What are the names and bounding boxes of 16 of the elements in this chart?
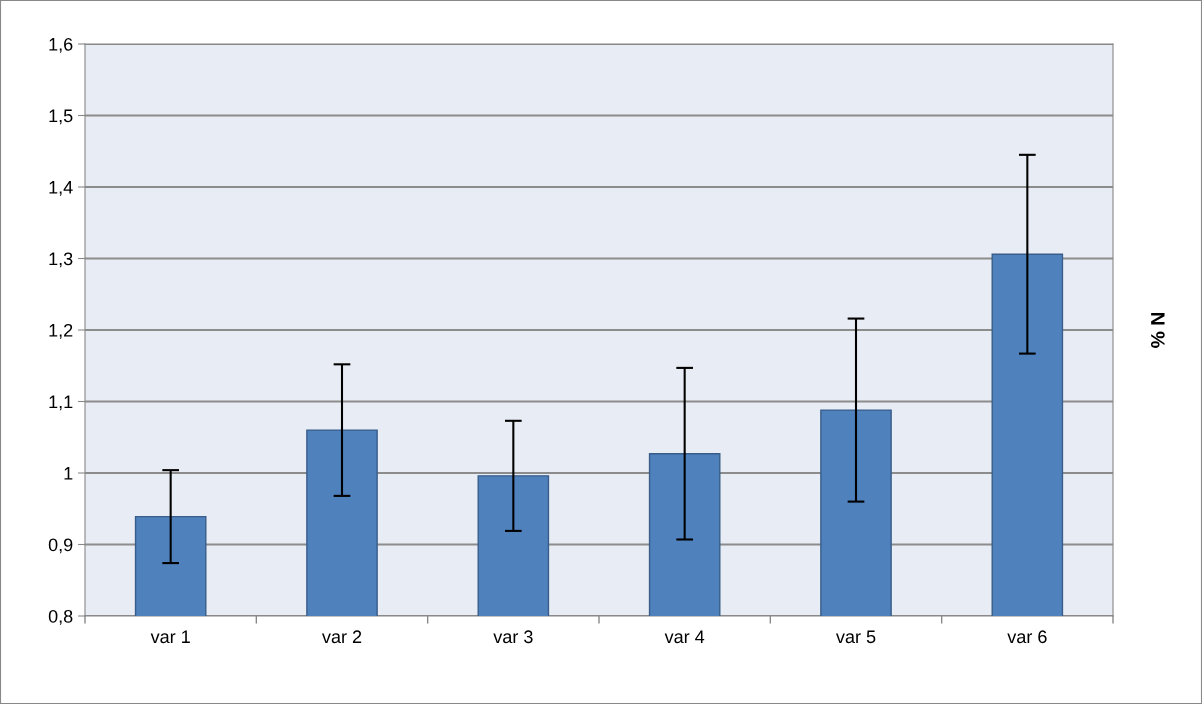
y-tick-label: 1,1 bbox=[49, 395, 73, 411]
x-tick-label: var 3 bbox=[493, 630, 533, 644]
y-tick-label: 1,5 bbox=[49, 109, 73, 125]
y-tick-label: 1,4 bbox=[49, 181, 73, 196]
x-tick-label: var 1 bbox=[150, 630, 190, 644]
x-tick-label: var 2 bbox=[321, 630, 362, 644]
y-tick-label: 1,2 bbox=[49, 323, 73, 339]
y-tick-label: 1 bbox=[64, 467, 73, 480]
y-tick-label: 0,8 bbox=[48, 609, 73, 625]
x-tick-label: var 6 bbox=[1007, 630, 1047, 644]
y-tick-label: 1,3 bbox=[49, 252, 73, 268]
y-tick-label: 1,6 bbox=[49, 37, 73, 53]
x-tick-label: var 5 bbox=[835, 630, 876, 644]
y-tick-label: 0,9 bbox=[48, 538, 73, 554]
x-tick-label: var 4 bbox=[664, 630, 705, 644]
y-axis-title: % N bbox=[1150, 312, 1165, 348]
